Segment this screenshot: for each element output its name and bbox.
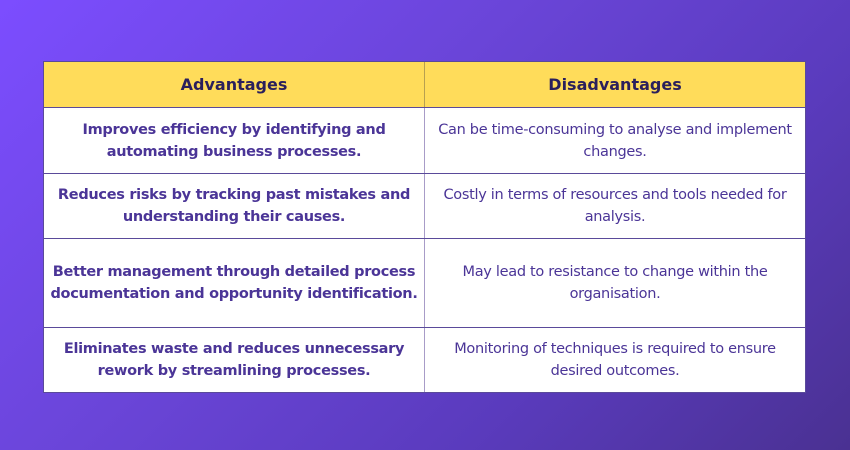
table-row: Better management through detailed proce…	[44, 238, 805, 327]
header-disadvantages: Disadvantages	[548, 75, 682, 94]
advantage-cell: Improves efficiency by identifying and a…	[44, 108, 425, 173]
table-header-row: Advantages Disadvantages	[44, 62, 805, 107]
header-advantages: Advantages	[44, 62, 425, 107]
disadvantage-cell: Can be time-consuming to analyse and imp…	[438, 121, 792, 160]
table-row: Eliminates waste and reduces unnecessary…	[44, 327, 805, 392]
advantage-cell: Eliminates waste and reduces unnecessary…	[44, 328, 425, 392]
disadvantage-cell: Costly in terms of resources and tools n…	[443, 187, 787, 225]
table-row: Improves efficiency by identifying and a…	[44, 107, 805, 173]
disadvantage-cell: May lead to resistance to change within …	[462, 264, 768, 302]
disadvantage-cell: Monitoring of techniques is required to …	[454, 341, 776, 379]
advantage-cell: Reduces risks by tracking past mistakes …	[44, 174, 425, 238]
advantage-cell: Better management through detailed proce…	[44, 239, 425, 327]
advantages-disadvantages-table: Advantages Disadvantages Improves effici…	[43, 61, 806, 393]
table-row: Reduces risks by tracking past mistakes …	[44, 173, 805, 238]
